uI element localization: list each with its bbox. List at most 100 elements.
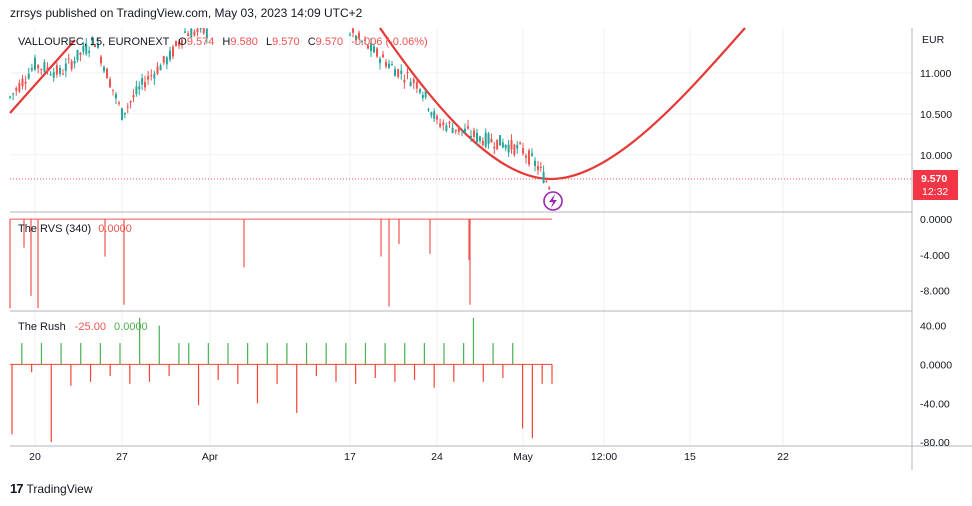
candle-body	[391, 64, 393, 66]
candle-body	[370, 43, 372, 52]
candle-body	[178, 42, 180, 46]
rush-bars	[10, 317, 553, 443]
candle-body	[430, 112, 433, 116]
candle-body	[403, 79, 406, 83]
candle-body	[545, 181, 548, 183]
candle-body	[187, 33, 190, 37]
candle-body	[397, 69, 400, 77]
candle-body	[88, 50, 91, 53]
candle-body	[156, 66, 159, 74]
x-tick-label: 12:00	[591, 451, 617, 463]
ohlc-o-label: O	[178, 36, 187, 48]
candle-body	[70, 61, 73, 70]
candle-body	[537, 166, 539, 171]
candle-body	[412, 79, 415, 84]
x-tick-label: May	[513, 451, 534, 463]
rush-y-tick-label: 0.0000	[920, 359, 952, 371]
candle-body	[548, 187, 551, 190]
candle-body	[419, 88, 421, 93]
candle-body	[439, 123, 442, 127]
candle-body	[394, 69, 396, 77]
candle-body	[30, 68, 33, 71]
candle-body	[484, 132, 487, 147]
candle-body	[49, 73, 52, 76]
countdown-label: 12:32	[922, 186, 948, 198]
candle-body	[34, 57, 36, 70]
candle-body	[103, 66, 105, 72]
candle-body	[61, 73, 64, 75]
candle-body	[534, 160, 536, 167]
candle-body	[352, 28, 354, 33]
candle-body	[132, 95, 135, 98]
candle-body	[516, 144, 519, 149]
candle-body	[493, 146, 496, 149]
candle-body	[510, 139, 513, 150]
rvs-legend[interactable]: The RVS (340) 0.0000	[18, 223, 132, 235]
time-axis[interactable]: 20 27 Apr 17 24 May 12:00 15 22	[29, 451, 789, 463]
candle-body	[94, 45, 96, 48]
candle-body	[21, 78, 24, 87]
candle-body	[118, 102, 120, 104]
rvs-y-tick-label: -4.000	[920, 250, 950, 262]
candle-body	[138, 86, 141, 90]
ohlc-c: 9.570	[316, 36, 344, 48]
candle-body	[409, 81, 412, 87]
tradingview-brand[interactable]: 17 TradingView	[10, 481, 93, 496]
rush-legend[interactable]: The Rush -25.00 0.0000	[18, 321, 148, 333]
ohlc-l: 9.570	[272, 36, 300, 48]
candle-body	[112, 89, 114, 91]
ohlc-o: 9.574	[187, 36, 215, 48]
candle-body	[382, 54, 384, 58]
candle-body	[496, 139, 499, 150]
candle-body	[15, 88, 18, 91]
rvs-y-tick-label: 0.0000	[920, 214, 952, 226]
candles	[9, 28, 551, 191]
candle-body	[525, 155, 527, 158]
candle-body	[531, 153, 533, 156]
candle-body	[481, 140, 484, 146]
price-axis[interactable]: 11.000 10.500 10.000 0.0000 -4.000 -8.000 40.0…	[920, 68, 952, 449]
candle-body	[126, 106, 129, 108]
main-legend[interactable]: VALLOUREC, 15, EURONEXT O9.574 H9.580 L9…	[18, 36, 428, 48]
candle-body	[358, 32, 360, 38]
rush-y-tick-label: -80.00	[920, 437, 950, 449]
rush-value-1: -25.00	[75, 321, 106, 333]
candle-body	[82, 45, 85, 52]
candle-body	[542, 171, 545, 183]
candle-body	[115, 93, 117, 99]
y-tick-label: 11.000	[920, 68, 951, 80]
candle-body	[193, 31, 196, 36]
candle-body	[46, 67, 49, 71]
candle-body	[406, 71, 409, 74]
candle-body	[199, 28, 202, 29]
candle-body	[415, 81, 418, 89]
x-tick-label: 27	[116, 451, 128, 463]
candle-body	[196, 28, 199, 33]
rvs-bars	[9, 218, 552, 309]
candle-body	[519, 142, 522, 144]
lightning-icon[interactable]	[543, 191, 563, 211]
candle-body	[507, 144, 510, 153]
candle-body	[52, 72, 55, 78]
candle-body	[355, 35, 357, 41]
candle-body	[499, 135, 501, 146]
x-tick-label: 22	[777, 451, 789, 463]
candle-body	[528, 150, 530, 165]
candle-body	[147, 75, 150, 80]
candle-body	[400, 70, 403, 74]
candle-body	[473, 130, 475, 137]
candle-body	[349, 34, 351, 36]
candle-body	[9, 96, 11, 98]
publish-header: zrrsys published on TradingView.com, May…	[10, 6, 363, 20]
candle-body	[159, 65, 162, 71]
candle-body	[464, 128, 466, 133]
candle-body	[361, 40, 363, 42]
candle-body	[457, 125, 460, 132]
candle-body	[184, 31, 186, 33]
candle-body	[379, 58, 381, 64]
ohlc-h-label: H	[222, 36, 230, 48]
candle-body	[479, 136, 481, 141]
candle-body	[43, 62, 46, 72]
candle-body	[169, 50, 171, 60]
